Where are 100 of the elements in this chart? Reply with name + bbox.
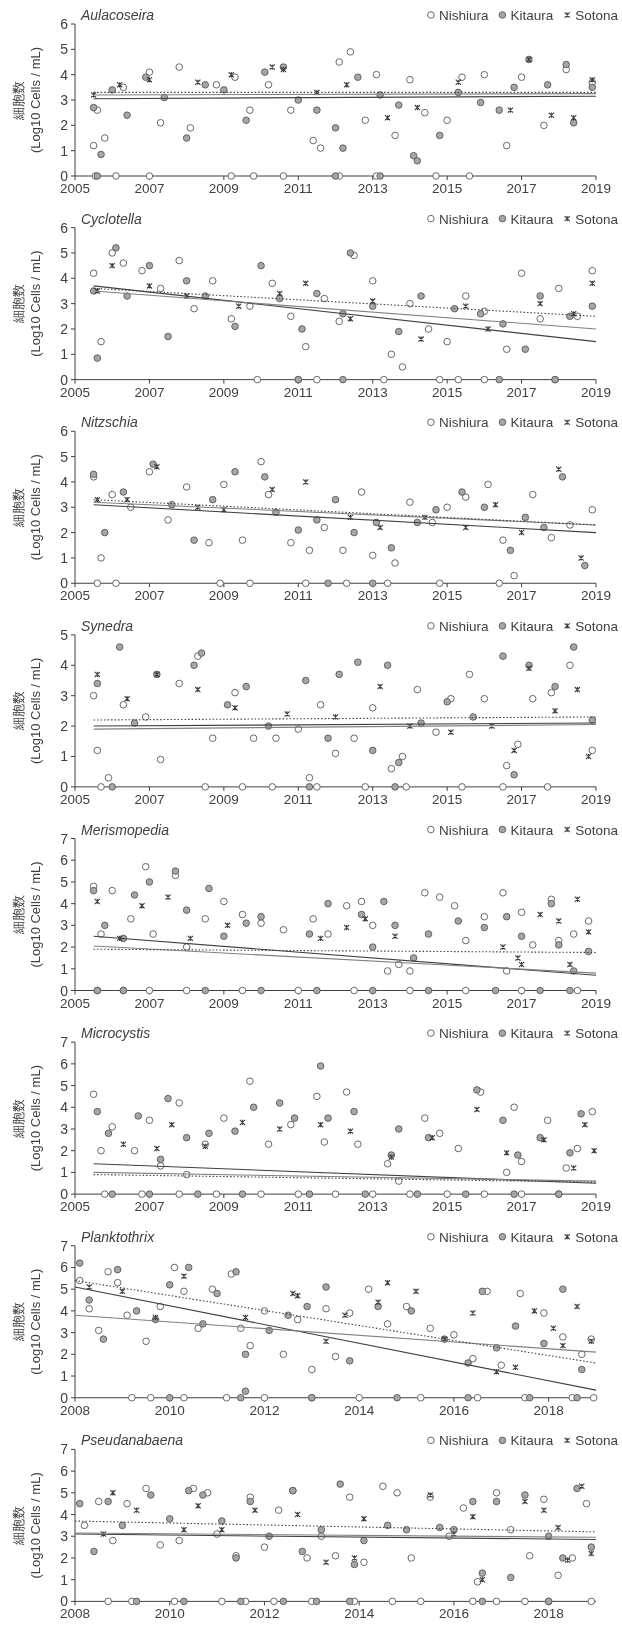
x-tick-label: 2017: [506, 1199, 537, 1215]
legend-label: Nishiura: [438, 618, 489, 634]
y-tick-label: 1: [60, 346, 69, 363]
x-tick-label: 2013: [357, 384, 388, 400]
y-tick-label: 6: [60, 423, 69, 440]
x-tick-label: 2010: [154, 1402, 185, 1418]
legend-label: Nishiura: [438, 211, 489, 227]
x-tick-label: 2013: [357, 791, 388, 807]
y-axis-title: 細胞数 (Log10 Cells / mL): [11, 1472, 44, 1579]
x-tick-label: 2007: [134, 181, 165, 196]
y-axis-title: 細胞数 (Log10 Cells / mL): [11, 46, 44, 154]
y-axis-title: 細胞数 (Log10 Cells / mL): [11, 454, 44, 561]
x-tick-label: 2013: [357, 588, 388, 604]
x-tick-label: 2011: [283, 384, 313, 400]
x-tick-label: 2014: [344, 1402, 375, 1418]
x-tick-label: 2015: [432, 588, 463, 604]
y-tick-label: 6: [60, 852, 69, 869]
chart-title: Microcystis: [81, 1025, 151, 1042]
x-tick-label: 2007: [134, 384, 165, 400]
y-tick-label: 4: [60, 270, 69, 287]
y-tick-label: 3: [60, 295, 69, 312]
y-tick-label: 5: [60, 873, 69, 890]
y-tick-label: 1: [60, 1368, 69, 1385]
y-tick-label: 4: [60, 1506, 69, 1523]
y-tick-label: 5: [60, 448, 69, 465]
y-tick-label: 6: [60, 1259, 69, 1276]
y-tick-label: 7: [60, 1441, 69, 1458]
legend-label: Nishiura: [438, 8, 489, 23]
x-tick-label: 2015: [432, 1199, 463, 1215]
y-tick-label: 4: [60, 1099, 69, 1116]
y-tick-label: 3: [60, 1528, 69, 1545]
y-tick-label: 5: [60, 1281, 69, 1298]
y-tick-label: 4: [60, 66, 69, 83]
legend-label: Nishiura: [438, 1026, 489, 1042]
y-tick-label: 2: [60, 1549, 69, 1566]
x-tick-label: 2017: [506, 181, 537, 196]
x-tick-label: 2009: [208, 384, 239, 400]
x-tick-label: 2015: [432, 995, 463, 1011]
y-tick-label: 7: [60, 1237, 69, 1254]
y-axis-title: 細胞数 (Log10 Cells / mL): [11, 250, 44, 357]
y-tick-label: 2: [60, 320, 69, 337]
legend-label: Sotona: [575, 1433, 619, 1449]
x-tick-label: 2016: [438, 1402, 469, 1418]
x-tick-label: 2019: [580, 791, 612, 807]
y-tick-label: 1: [60, 549, 69, 566]
y-tick-label: 1: [60, 1571, 69, 1588]
x-tick-label: 2005: [59, 181, 91, 196]
legend-label: Nishiura: [438, 822, 489, 838]
x-tick-label: 2013: [357, 1199, 388, 1215]
y-tick-label: 3: [60, 917, 69, 934]
x-tick-label: 2019: [580, 995, 612, 1011]
x-tick-label: 2011: [283, 791, 313, 807]
y-tick-label: 7: [60, 830, 69, 847]
x-tick-label: 2009: [208, 995, 239, 1011]
y-tick-label: 2: [60, 117, 69, 134]
x-tick-label: 2011: [283, 1199, 313, 1215]
y-tick-label: 3: [60, 1120, 69, 1137]
x-tick-label: 2009: [208, 1199, 239, 1215]
chart-title: Nitzschia: [81, 414, 139, 431]
x-tick-label: 2015: [432, 181, 463, 196]
x-tick-label: 2015: [432, 791, 463, 807]
x-tick-label: 2009: [208, 588, 239, 604]
x-tick-label: 2011: [283, 995, 313, 1011]
y-tick-label: 4: [60, 1302, 69, 1319]
x-tick-label: 2007: [134, 588, 165, 604]
legend-label: Nishiura: [438, 415, 489, 431]
y-tick-label: 2: [60, 524, 69, 541]
x-tick-label: 2018: [533, 1606, 564, 1622]
chart-title: Merismopedia: [81, 821, 170, 838]
legend-label: Nishiura: [438, 1433, 489, 1449]
y-tick-label: 2: [60, 1346, 69, 1363]
legend-label: Sotona: [575, 211, 619, 227]
y-tick-label: 1: [60, 748, 69, 765]
chart-title: Aulacoseira: [80, 7, 155, 23]
x-tick-label: 2010: [154, 1606, 185, 1622]
y-axis-title: 細胞数 (Log10 Cells / mL): [11, 1268, 44, 1375]
y-tick-label: 5: [60, 1077, 69, 1094]
legend-label: Kitaura: [510, 8, 554, 23]
x-tick-label: 2016: [438, 1606, 469, 1622]
y-tick-label: 6: [60, 1463, 69, 1480]
legend-label: Sotona: [575, 618, 619, 634]
legend-label: Kitaura: [510, 1026, 554, 1042]
y-tick-label: 0: [60, 168, 69, 184]
x-tick-label: 2019: [580, 588, 612, 604]
x-tick-label: 2012: [249, 1402, 280, 1418]
y-tick-label: 5: [60, 626, 69, 643]
y-tick-label: 4: [60, 473, 69, 490]
y-tick-label: 6: [60, 1055, 69, 1072]
y-axis-title: 細胞数 (Log10 Cells / mL): [11, 861, 44, 968]
legend-label: Kitaura: [510, 1229, 554, 1245]
chart-title: Cyclotella: [81, 210, 142, 227]
legend-label: Sotona: [575, 822, 619, 838]
x-tick-label: 2012: [249, 1606, 280, 1622]
legend-label: Kitaura: [510, 415, 554, 431]
x-tick-label: 2011: [283, 181, 313, 196]
x-tick-label: 2007: [134, 1199, 165, 1215]
x-tick-label: 2019: [580, 1199, 612, 1215]
legend-label: Sotona: [575, 8, 619, 23]
x-tick-label: 2018: [533, 1402, 564, 1418]
x-tick-label: 2017: [506, 588, 537, 604]
